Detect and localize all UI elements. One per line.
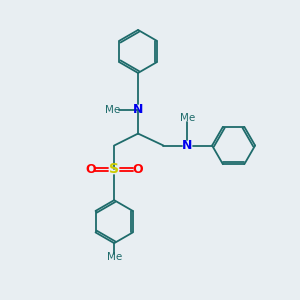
Text: Me: Me bbox=[106, 252, 122, 262]
Text: S: S bbox=[109, 162, 119, 176]
Text: N: N bbox=[133, 103, 143, 116]
Text: Me: Me bbox=[180, 113, 195, 123]
Text: O: O bbox=[85, 163, 96, 176]
Text: O: O bbox=[132, 163, 143, 176]
Text: Me: Me bbox=[105, 105, 120, 115]
Text: N: N bbox=[182, 139, 193, 152]
